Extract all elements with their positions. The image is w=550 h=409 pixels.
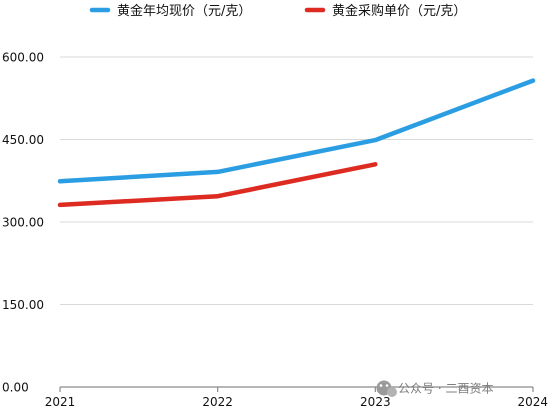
wechat-logo-icon bbox=[376, 380, 397, 397]
x-tick-label: 2023 bbox=[360, 395, 391, 409]
y-tick-label: 150.00 bbox=[2, 298, 44, 312]
legend-label: 黄金采购单价（元/克） bbox=[332, 3, 466, 19]
series-line-1 bbox=[57, 162, 378, 208]
y-tick-label: 450.00 bbox=[2, 133, 44, 147]
grid-layer bbox=[60, 56, 533, 305]
x-tick-label: 2024 bbox=[517, 395, 548, 409]
watermark-text: 公众号 · 二酉资本 bbox=[398, 382, 493, 396]
legend-item: 黄金年均现价（元/克） bbox=[89, 3, 251, 19]
x-tick-label: 2022 bbox=[202, 395, 233, 409]
legend-item: 黄金采购单价（元/克） bbox=[304, 3, 466, 19]
watermark: 公众号 · 二酉资本 bbox=[376, 380, 493, 397]
y-tick-label: 0.00 bbox=[2, 381, 29, 395]
y-tick-label: 600.00 bbox=[2, 51, 44, 65]
series-line-0 bbox=[57, 78, 536, 184]
x-tick-label: 2021 bbox=[45, 395, 76, 409]
y-tick-label: 300.00 bbox=[2, 216, 44, 230]
axis-layer: 0.00 150.00 300.00 450.00 600.00 2021 2022 2023… bbox=[2, 51, 548, 409]
series-layer bbox=[57, 78, 536, 208]
legend: 黄金年均现价（元/克） 黄金采购单价（元/克） bbox=[89, 3, 466, 19]
legend-label: 黄金年均现价（元/克） bbox=[117, 3, 251, 19]
